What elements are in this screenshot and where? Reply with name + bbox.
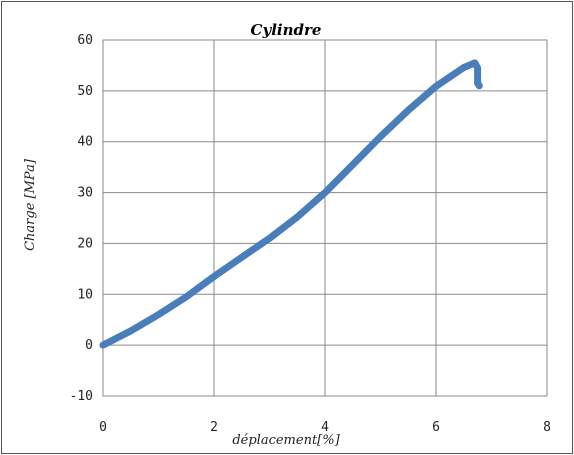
x-tick-label: 6: [432, 420, 440, 435]
x-tick-label: 4: [321, 420, 329, 435]
y-tick-label: 20: [77, 236, 93, 251]
y-tick-label: 50: [77, 84, 93, 99]
y-tick-label: 10: [77, 287, 93, 302]
x-tick-labels: 0 2 4 6 8: [99, 420, 551, 435]
x-axis-label: déplacement[%]: [232, 433, 340, 448]
series-line: [99, 59, 483, 349]
series-layer: [99, 59, 483, 349]
gridlines: [102, 39, 548, 397]
chart-title: Cylindre: [251, 21, 322, 39]
x-tick-label: 0: [99, 420, 107, 435]
y-tick-labels: -10 0 10 20 30 40 50 60: [70, 33, 93, 404]
y-tick-label: 30: [77, 186, 93, 201]
y-tick-label: 40: [77, 135, 93, 150]
x-tick-label: 2: [210, 420, 218, 435]
y-tick-label: 0: [85, 338, 93, 353]
x-tick-label: 8: [543, 420, 551, 435]
y-tick-label: -10: [70, 389, 93, 404]
y-tick-label: 60: [77, 33, 93, 48]
y-axis-label: Charge [MPa]: [23, 158, 38, 251]
